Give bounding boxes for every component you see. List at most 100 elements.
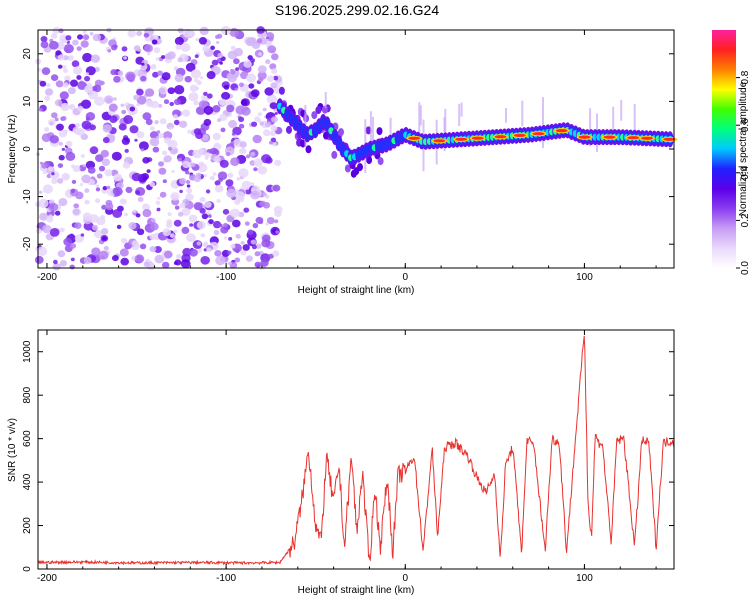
heatmap-noise-cell [136, 103, 140, 107]
heatmap-noise-cell [266, 217, 275, 225]
heatmap-hotspot [663, 137, 676, 141]
heatmap-noise-cell [60, 102, 70, 112]
heatmap-noise-cell [57, 250, 66, 258]
heatmap-noise-cell [221, 91, 231, 100]
x-tick-label: -100 [216, 272, 236, 283]
heatmap-noise-cell [71, 179, 77, 184]
heatmap-noise-cell [91, 247, 101, 256]
heatmap-noise-cell [53, 259, 58, 265]
spectrogram-y-ticks: -20 -10 0 10 20 [22, 48, 674, 251]
heatmap-noise-cell [188, 92, 199, 102]
heatmap-noise-cell [55, 50, 62, 56]
heatmap-noise-cell [268, 36, 274, 42]
heatmap-noise-cell [83, 256, 92, 264]
heatmap-noise-cell [251, 89, 260, 97]
heatmap-noise-cell [38, 198, 49, 209]
heatmap-noise-cell [227, 172, 234, 178]
heatmap-noise-cell [171, 170, 175, 173]
heatmap-noise-cell [69, 233, 74, 238]
heatmap-noise-cell [152, 71, 159, 78]
heatmap-noise-cell [89, 32, 94, 36]
heatmap-noise-cell [49, 135, 59, 144]
heatmap-noise-cell [98, 165, 106, 172]
heatmap-noise-cell [186, 184, 191, 188]
heatmap-noise-cell [149, 234, 156, 240]
heatmap-noise-cell [81, 174, 91, 184]
heatmap-noise-cell [149, 181, 156, 187]
heatmap-noise-cell [229, 208, 240, 218]
heatmap-streak [324, 92, 327, 108]
heatmap-noise-cell [146, 100, 154, 108]
heatmap-noise-cell [121, 137, 130, 145]
heatmap-noise-cell [98, 250, 109, 260]
heatmap-noise-cell [102, 124, 112, 133]
y-tick-label: 200 [22, 517, 33, 534]
y-tick-label: 10 [22, 95, 33, 107]
heatmap-noise-cell [174, 36, 184, 46]
heatmap-noise-cell [77, 34, 83, 40]
heatmap-noise-cell [268, 253, 274, 259]
heatmap-noise-cell [51, 112, 58, 119]
heatmap-noise-cell [47, 166, 54, 171]
heatmap-hotspot [532, 132, 545, 136]
heatmap-noise-cell [271, 68, 278, 74]
spectrogram-x-axis-label: Height of straight line (km) [298, 285, 415, 296]
heatmap-noise-cell [257, 165, 268, 175]
heatmap-noise-cell [116, 224, 122, 229]
heatmap-noise-cell [269, 140, 273, 145]
heatmap-noise-cell [70, 257, 75, 262]
heatmap-noise-cell [203, 248, 208, 252]
heatmap-noise-cell [257, 65, 267, 74]
heatmap-noise-cell [226, 104, 235, 113]
heatmap-noise-cell [55, 210, 61, 216]
heatmap-noise-cell [46, 83, 51, 88]
heatmap-noise-cell [161, 150, 168, 156]
heatmap-hotspot [627, 136, 640, 140]
heatmap-noise-cell [275, 230, 279, 234]
heatmap-noise-cell [153, 47, 161, 54]
heatmap-noise-cell [186, 233, 196, 243]
heatmap-hotspot [555, 129, 568, 133]
x-tick-label: 0 [402, 573, 408, 584]
heatmap-noise-cell [274, 219, 279, 224]
heatmap-noise-cell [72, 165, 81, 173]
heatmap-noise-cell [163, 99, 170, 105]
heatmap-noise-cell [182, 109, 191, 117]
heatmap-noise-cell [230, 70, 236, 75]
heatmap-noise-cell [133, 94, 140, 101]
heatmap-noise-cell [219, 61, 223, 65]
heatmap-noise-cell [154, 246, 162, 253]
heatmap-noise-cell [206, 93, 213, 99]
heatmap-noise-cell [274, 112, 278, 115]
heatmap-noise-cell [158, 167, 167, 175]
heatmap-noise-cell [257, 112, 262, 116]
heatmap-noise-cell [193, 202, 203, 211]
heatmap-noise-cell [58, 28, 64, 34]
heatmap-noise-cell [161, 55, 166, 59]
heatmap-noise-cell [173, 98, 181, 106]
heatmap-noise-cell [84, 188, 90, 193]
heatmap-noise-cell [73, 66, 83, 75]
heatmap-noise-cell [177, 57, 183, 63]
heatmap-noise-cell [236, 177, 241, 181]
heatmap-noise-cell [125, 71, 136, 81]
heatmap-noise-cell [63, 68, 69, 74]
heatmap-signal-cell [331, 150, 338, 159]
heatmap-noise-cell [74, 222, 82, 230]
heatmap-noise-cell [136, 30, 143, 37]
heatmap-noise-cell [217, 118, 222, 122]
y-tick-label: 0 [22, 566, 33, 572]
heatmap-hotspot [471, 136, 484, 140]
heatmap-noise-cell [226, 188, 237, 198]
heatmap-noise-cell [184, 75, 192, 83]
heatmap-noise-cell [238, 116, 245, 123]
heatmap-noise-cell [100, 149, 110, 158]
heatmap-noise-cell [233, 58, 240, 65]
heatmap-noise-cell [248, 83, 255, 89]
heatmap-noise-cell [257, 119, 262, 123]
x-tick-label: -200 [37, 573, 57, 584]
heatmap-noise-cell [95, 154, 104, 163]
heatmap-noise-cell [84, 35, 90, 40]
heatmap-noise-cell [239, 141, 247, 148]
